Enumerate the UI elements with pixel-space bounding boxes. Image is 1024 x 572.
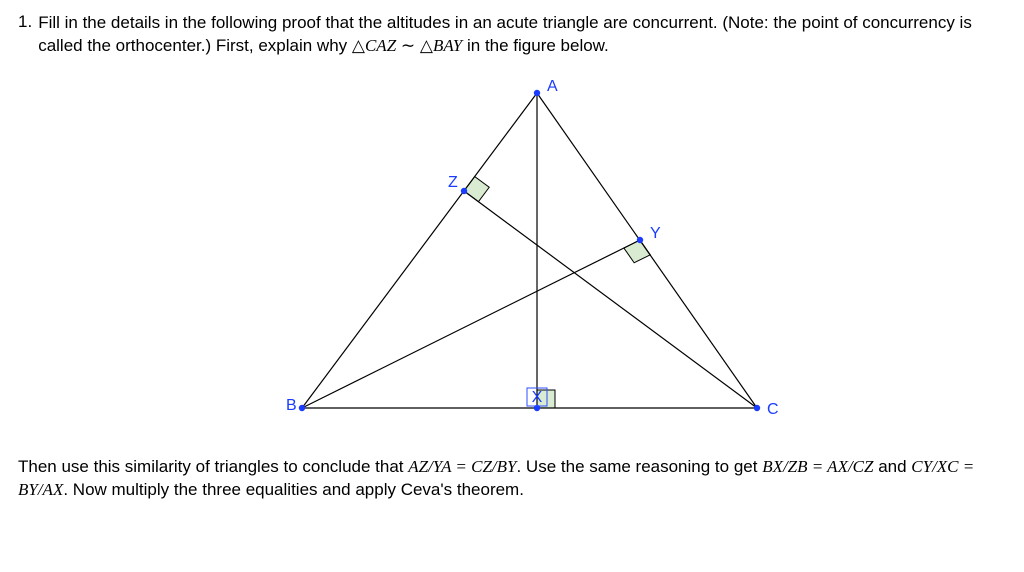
bottom-text: Then use this similarity of triangles to… xyxy=(18,456,1006,502)
sim-symbol: ∼ xyxy=(401,36,415,55)
svg-text:A: A xyxy=(547,78,558,95)
question-number: 1. xyxy=(18,12,32,32)
svg-text:Y: Y xyxy=(650,225,661,242)
ratio1: AZ/YA = CZ/BY xyxy=(408,457,516,476)
svg-text:B: B xyxy=(286,397,297,414)
triangle-symbol-1: △ xyxy=(352,36,365,55)
ratio2: BX/ZB = AX/CZ xyxy=(762,457,873,476)
svg-text:Z: Z xyxy=(448,174,458,191)
bottom-part1: Then use this similarity of triangles to… xyxy=(18,457,408,476)
question-block: 1. Fill in the details in the following … xyxy=(18,12,1006,58)
bottom-part3: and xyxy=(873,457,911,476)
sim-left: CAZ xyxy=(365,36,396,55)
triangle-symbol-2: △ xyxy=(420,36,433,55)
svg-text:C: C xyxy=(767,401,779,418)
question-text: Fill in the details in the following pro… xyxy=(38,12,1006,58)
sim-right: BAY xyxy=(433,36,462,55)
bottom-part2: . Use the same reasoning to get xyxy=(516,457,762,476)
svg-text:X: X xyxy=(532,389,543,406)
bottom-part4: . Now multiply the three equalities and … xyxy=(63,480,524,499)
triangle-figure: A B C X Y Z xyxy=(192,68,832,448)
figure-wrapper: A B C X Y Z xyxy=(18,68,1006,448)
intro-part2: in the figure below. xyxy=(467,36,609,55)
